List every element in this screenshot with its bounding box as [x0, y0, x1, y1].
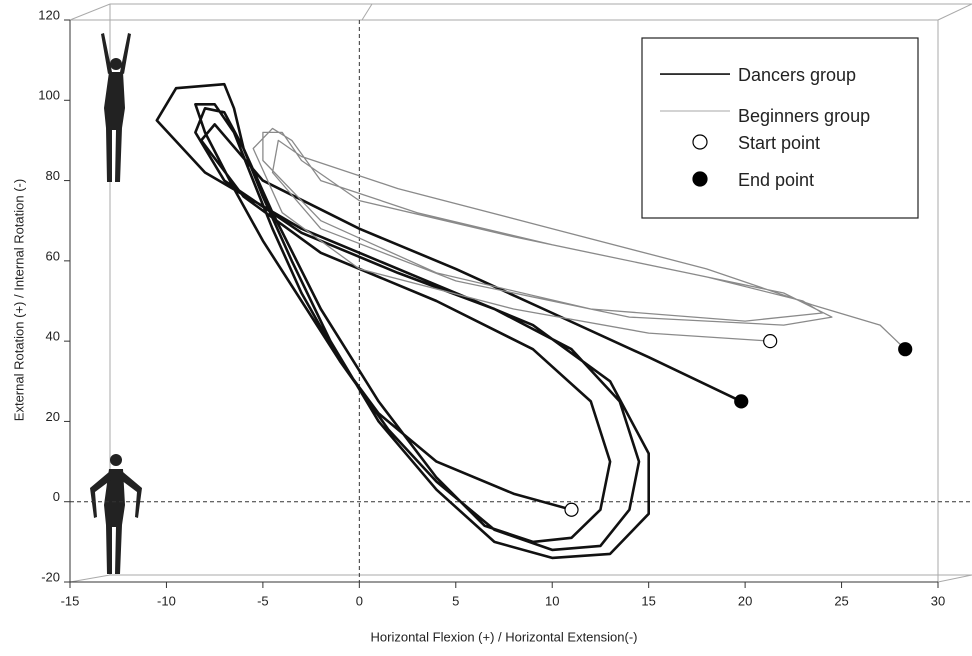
legend-label: End point	[738, 170, 814, 190]
x-tick-label: 0	[356, 593, 363, 608]
y-tick-label: 40	[46, 329, 60, 344]
x-tick-label: 10	[545, 593, 559, 608]
legend-label: Start point	[738, 133, 820, 153]
point-marker	[734, 394, 749, 409]
x-tick-label: 20	[738, 593, 752, 608]
legend-marker	[692, 134, 708, 150]
x-axis-label: Horizontal Flexion (+) / Horizontal Exte…	[371, 629, 638, 644]
legend-box	[641, 37, 919, 219]
x-tick-label: -15	[61, 593, 80, 608]
legend-label: Beginners group	[738, 106, 870, 126]
point-marker	[564, 502, 579, 517]
y-tick-label: 80	[46, 168, 60, 183]
point-marker	[763, 334, 778, 349]
y-axis-label: External Rotation (+) / Internal Rotatio…	[11, 179, 26, 421]
dancer-figure	[90, 33, 142, 574]
x-tick-label: 30	[931, 593, 945, 608]
y-tick-label: 0	[53, 489, 60, 504]
series-line	[155, 82, 742, 560]
x-tick-label: -10	[157, 593, 176, 608]
x-tick-label: 15	[641, 593, 655, 608]
x-tick-label: 25	[834, 593, 848, 608]
x-tick-label: 5	[452, 593, 459, 608]
y-tick-label: -20	[41, 569, 60, 584]
y-tick-label: 20	[46, 409, 60, 424]
y-tick-label: 120	[38, 7, 60, 22]
point-marker	[898, 342, 913, 357]
series-line	[252, 127, 906, 350]
y-tick-label: 60	[46, 248, 60, 263]
legend-marker	[692, 171, 708, 187]
x-tick-label: -5	[257, 593, 269, 608]
legend-label: Dancers group	[738, 65, 856, 85]
y-tick-label: 100	[38, 88, 60, 103]
